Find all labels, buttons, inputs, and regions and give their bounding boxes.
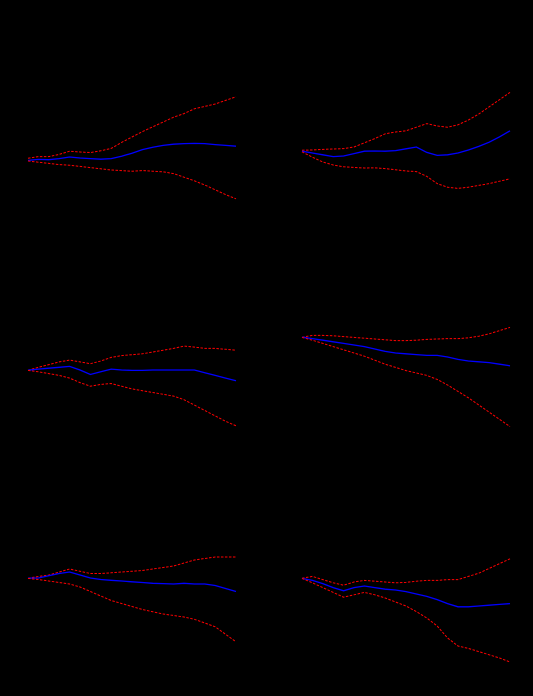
series-line-upper — [27, 556, 236, 579]
series-line-center — [301, 336, 511, 367]
panel-5 — [27, 556, 237, 643]
series-line-upper — [27, 345, 237, 371]
series-line-upper — [27, 96, 237, 159]
panel-1 — [27, 96, 237, 200]
series-line-lower — [301, 151, 511, 189]
series-line-upper — [301, 326, 511, 342]
series-line-center — [27, 142, 237, 162]
series-line-lower — [301, 577, 511, 663]
series-line-center — [301, 577, 511, 608]
series-line-upper — [301, 558, 511, 586]
panel-4 — [301, 326, 511, 428]
series-line-lower — [27, 577, 237, 643]
series-line-center — [301, 130, 511, 158]
series-line-center — [27, 571, 237, 593]
series-line-center — [27, 365, 237, 382]
panel-2 — [301, 91, 511, 189]
panel-3 — [27, 345, 237, 427]
series-line-lower — [301, 336, 511, 428]
series-line-lower — [27, 160, 237, 200]
panel-6 — [301, 558, 511, 663]
series-line-upper — [301, 91, 511, 151]
